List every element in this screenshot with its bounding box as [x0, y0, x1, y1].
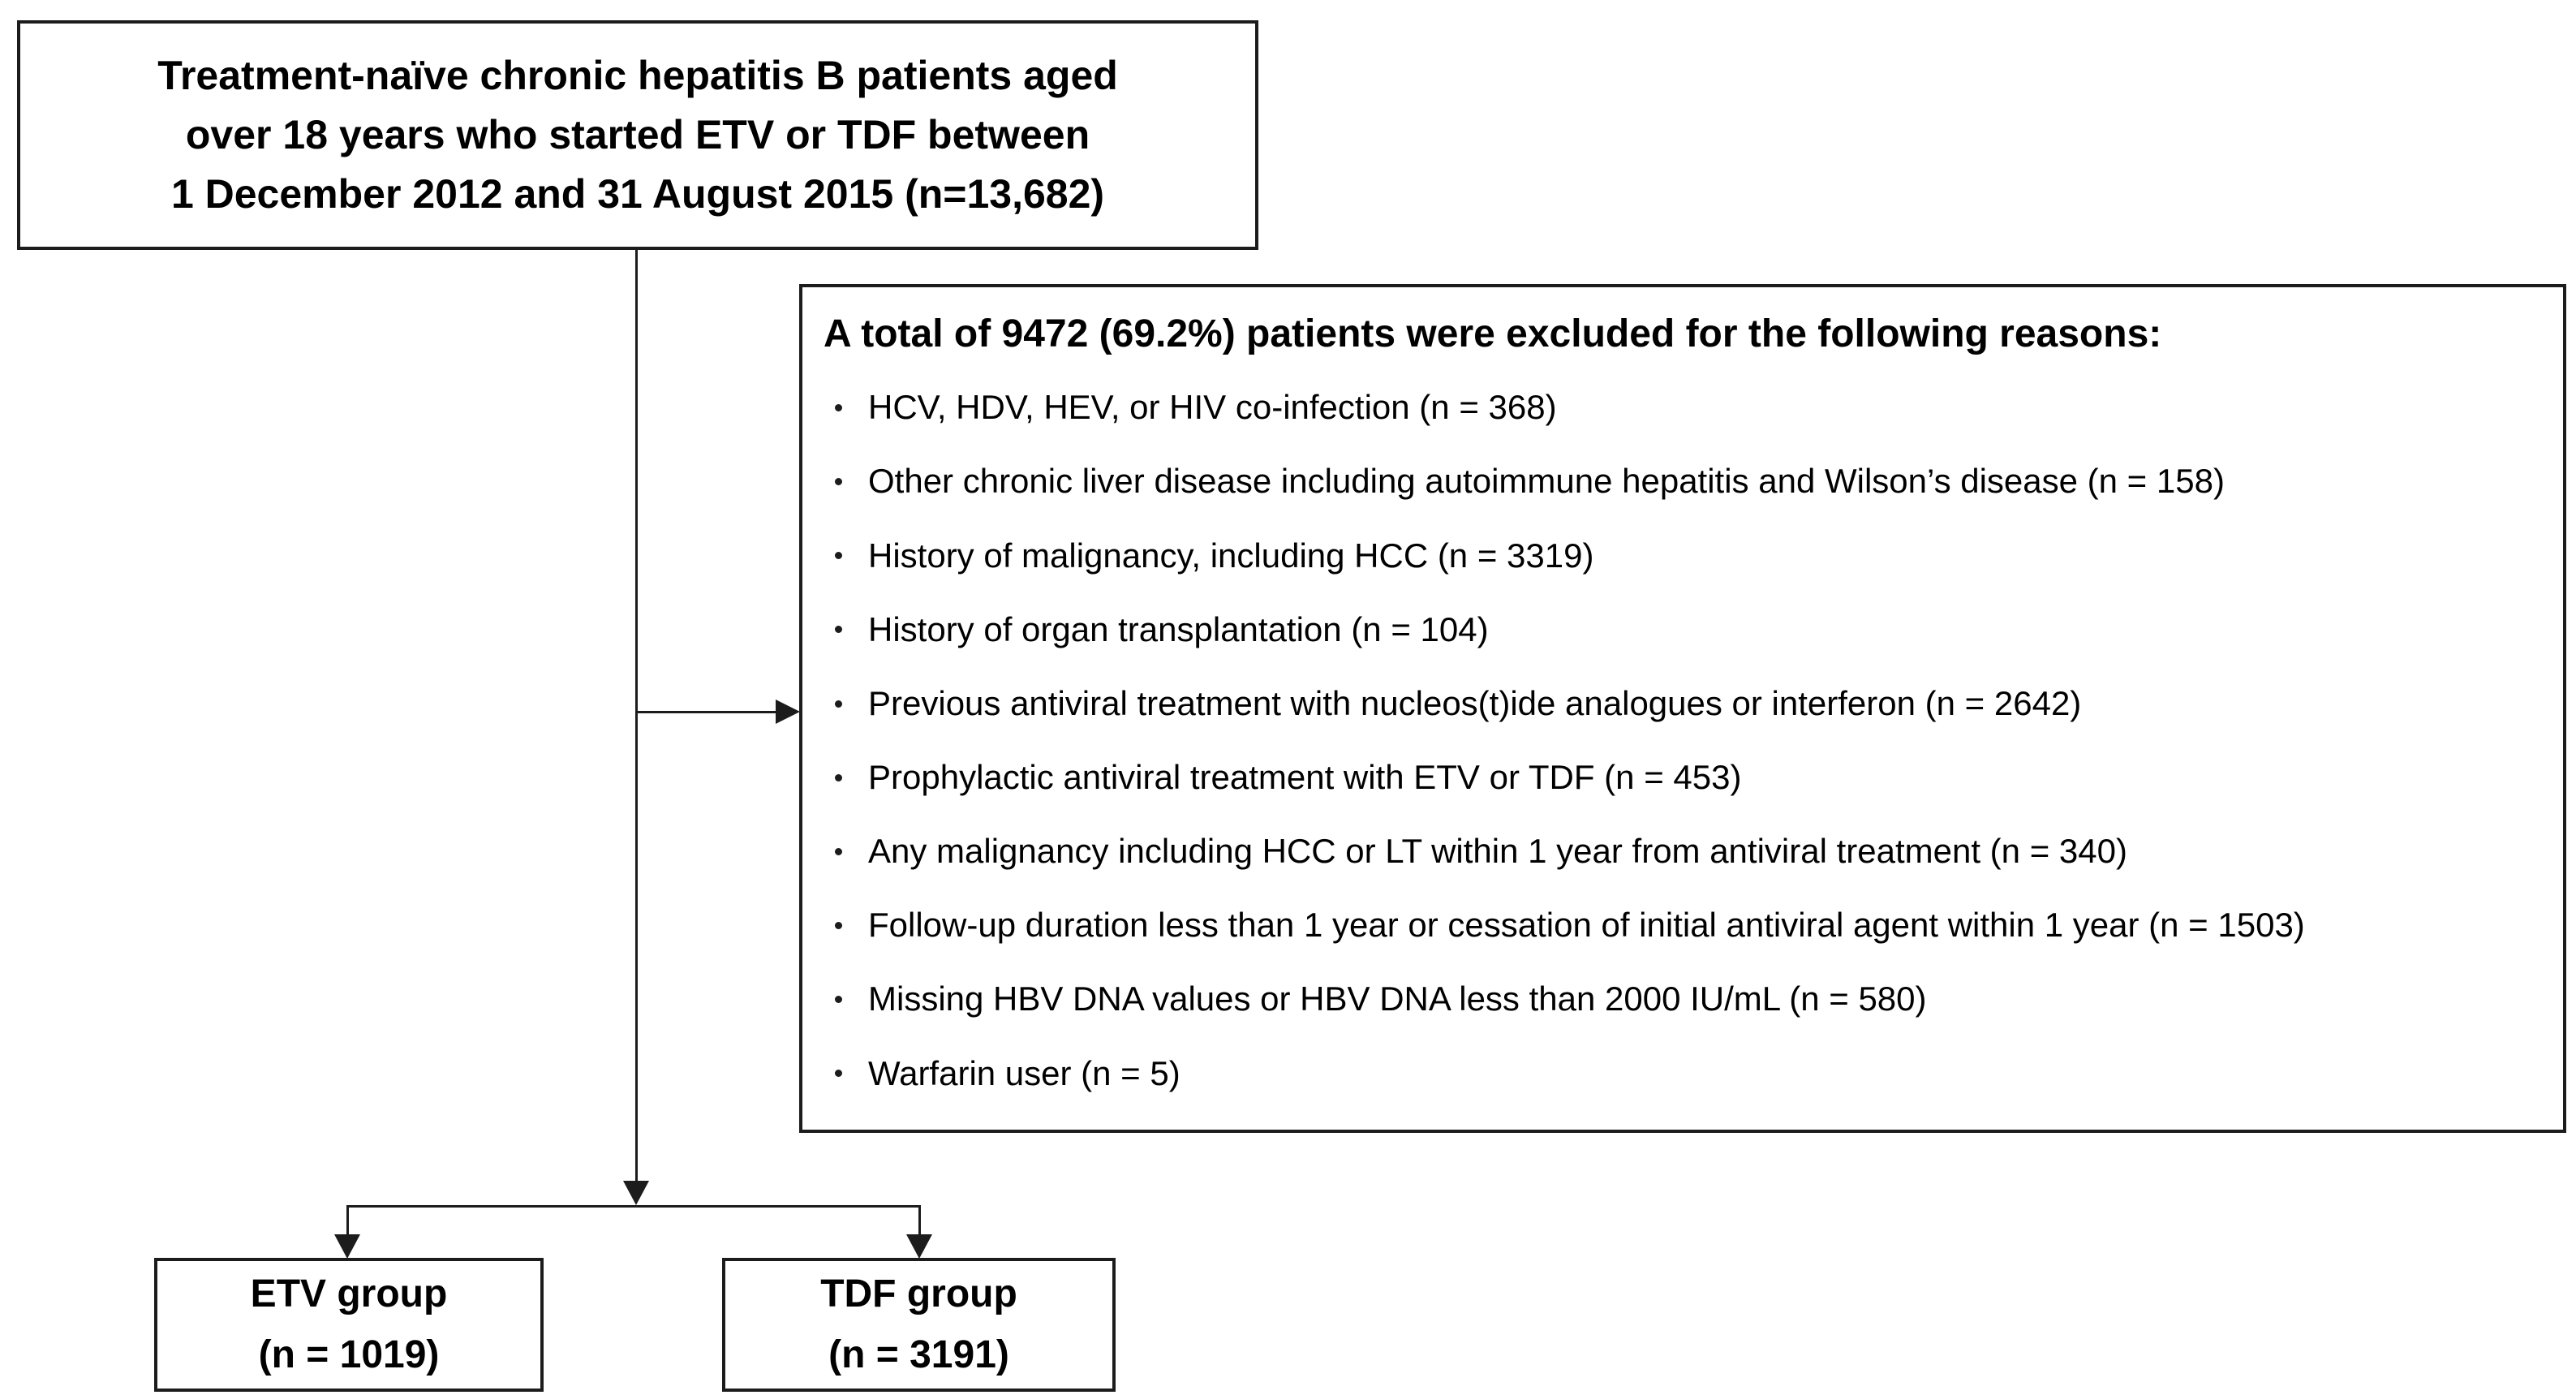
- bullet-icon: [835, 700, 842, 708]
- exclusion-box-header: A total of 9472 (69.2%) patients were ex…: [824, 312, 2162, 355]
- list-item: Other chronic liver disease including au…: [824, 461, 2539, 502]
- list-item: Warfarin user (n = 5): [824, 1053, 2539, 1094]
- list-item: Prophylactic antiviral treatment with ET…: [824, 757, 2539, 798]
- list-item-text: Prophylactic antiviral treatment with ET…: [868, 757, 1742, 796]
- list-item: Missing HBV DNA values or HBV DNA less t…: [824, 979, 2539, 1019]
- bullet-icon: [835, 403, 842, 411]
- exclusion-box: A total of 9472 (69.2%) patients were ex…: [799, 284, 2566, 1133]
- bullet-icon: [835, 773, 842, 781]
- list-item-text: Previous antiviral treatment with nucleo…: [868, 683, 2082, 722]
- list-item-text: History of organ transplantation (n = 10…: [868, 609, 1489, 648]
- population-box-text: Treatment-naïve chronic hepatitis B pati…: [157, 53, 1118, 217]
- arrow-right-icon: [776, 700, 800, 724]
- list-item: History of organ transplantation (n = 10…: [824, 609, 2539, 650]
- connector-split-horizontal: [346, 1205, 921, 1208]
- list-item-text: Missing HBV DNA values or HBV DNA less t…: [868, 980, 1927, 1018]
- list-item-text: Any malignancy including HCC or LT withi…: [868, 832, 2127, 871]
- list-item-text: Other chronic liver disease including au…: [868, 462, 2225, 501]
- arrow-down-icon: [623, 1181, 649, 1205]
- population-box: Treatment-naïve chronic hepatitis B pati…: [17, 20, 1258, 250]
- connector-left-drop: [346, 1205, 349, 1236]
- bullet-icon: [835, 626, 842, 634]
- bullet-icon: [835, 552, 842, 560]
- list-item: HCV, HDV, HEV, or HIV co-infection (n = …: [824, 387, 2539, 428]
- arrow-down-icon: [334, 1234, 360, 1259]
- list-item-text: Warfarin user (n = 5): [868, 1053, 1180, 1092]
- tdf-group-box-text: TDF group (n = 3191): [820, 1272, 1017, 1376]
- arrow-down-icon: [906, 1234, 932, 1259]
- bullet-icon: [835, 996, 842, 1004]
- list-item: Previous antiviral treatment with nucleo…: [824, 683, 2539, 724]
- etv-group-box: ETV group (n = 1019): [154, 1258, 544, 1392]
- list-item-text: HCV, HDV, HEV, or HIV co-infection (n = …: [868, 388, 1557, 427]
- exclusion-reasons-list: HCV, HDV, HEV, or HIV co-infection (n = …: [824, 387, 2539, 1094]
- bullet-icon: [835, 921, 842, 929]
- tdf-group-box: TDF group (n = 3191): [722, 1258, 1116, 1392]
- list-item: Any malignancy including HCC or LT withi…: [824, 831, 2539, 872]
- connector-main-vertical: [635, 250, 638, 1182]
- list-item: History of malignancy, including HCC (n …: [824, 536, 2539, 576]
- bullet-icon: [835, 847, 842, 855]
- etv-group-box-text: ETV group (n = 1019): [250, 1272, 448, 1376]
- list-item-text: Follow-up duration less than 1 year or c…: [868, 906, 2305, 945]
- bullet-icon: [835, 1070, 842, 1078]
- list-item-text: History of malignancy, including HCC (n …: [868, 536, 1594, 575]
- connector-exclusion-branch: [636, 711, 777, 713]
- bullet-icon: [835, 478, 842, 486]
- connector-right-drop: [918, 1205, 921, 1236]
- list-item: Follow-up duration less than 1 year or c…: [824, 905, 2539, 945]
